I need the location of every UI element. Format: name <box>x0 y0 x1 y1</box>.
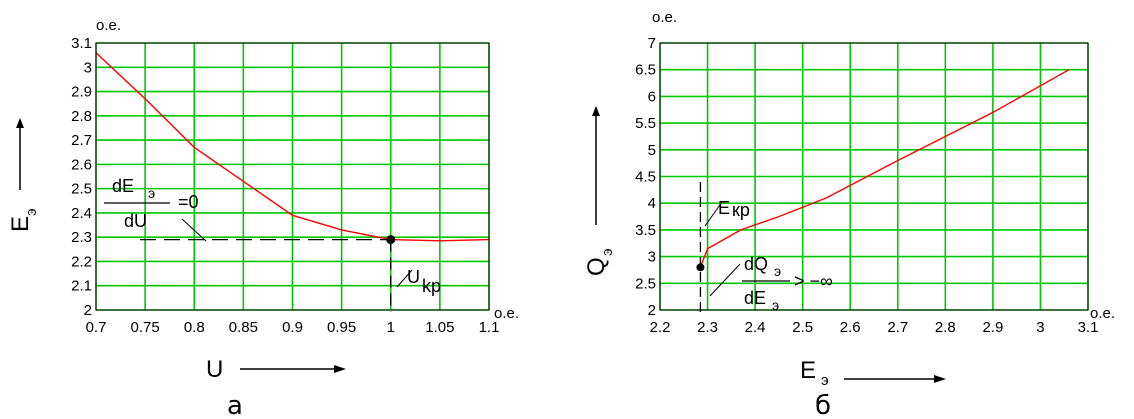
chart-a-x-label: U <box>206 356 223 383</box>
chart-b-critical-label: E <box>718 198 730 218</box>
chart-a-condition-leader <box>181 218 207 242</box>
chart-b-derivative-numerator-sub: э <box>774 263 781 279</box>
a-y-tick-label: 2.5 <box>71 181 92 198</box>
chart-a-critical-leader <box>396 269 413 288</box>
a-x-tick-label: 0.85 <box>229 319 258 336</box>
chart-b-derivative: dQ э dE э > −∞ <box>709 254 833 313</box>
chart-b-y-label: Q э <box>583 248 616 276</box>
b-x-tick-label: 2.5 <box>792 319 813 336</box>
b-y-tick-label: 5 <box>648 142 656 159</box>
chart-a-y-label-sub: э <box>23 208 40 216</box>
chart-b-y-label-main: Q <box>583 257 610 276</box>
chart-a-condition-rhs: =0 <box>178 192 199 212</box>
chart-b-x-unit: о.е. <box>1090 305 1115 322</box>
chart-b-derivative-leader <box>709 263 741 297</box>
chart-b-y-unit: о.е. <box>652 9 677 26</box>
chart-b-y-ticks: 2 2.5 3 3.5 4 4.5 5 5.5 6 6.5 7 <box>635 35 656 319</box>
a-y-tick-label: 2.7 <box>71 132 92 149</box>
b-x-tick-label: 3.1 <box>1078 319 1099 336</box>
chart-b-derivative-rhs: > −∞ <box>794 271 833 291</box>
b-y-tick-label: 5.5 <box>635 115 656 132</box>
chart-b-panel-label: б <box>815 391 831 419</box>
a-y-tick-label: 2.2 <box>71 253 92 270</box>
b-y-tick-label: 2.5 <box>635 275 656 292</box>
b-y-tick-label: 7 <box>648 35 656 52</box>
chart-a-critical-label: U <box>407 267 420 287</box>
chart-b-x-ticks: 2.2 2.3 2.4 2.5 2.6 2.7 2.8 2.9 3 3.1 <box>650 319 1099 336</box>
chart-b-y-label-sub: э <box>599 248 616 256</box>
b-y-tick-label: 3 <box>648 249 656 266</box>
chart-a-condition-numerator-sub: э <box>148 185 155 201</box>
a-x-tick-label: 0.75 <box>131 319 160 336</box>
chart-a-y-label-main: E <box>7 216 34 232</box>
chart-a-grid <box>95 42 490 311</box>
b-y-tick-label: 6 <box>648 88 656 105</box>
chart-a-x-ticks: 0.7 0.75 0.8 0.85 0.9 0.95 1 1.05 1.1 <box>86 319 500 336</box>
a-x-tick-label: 1.05 <box>425 319 454 336</box>
chart-a-critical-annotation: U kp <box>396 267 441 296</box>
chart-b-derivative-numerator: dQ <box>744 254 768 274</box>
chart-b-grid <box>659 42 1089 311</box>
a-y-tick-label: 2.9 <box>71 84 92 101</box>
chart-b-critical-label-sub: кр <box>732 200 750 220</box>
b-y-tick-label: 6.5 <box>635 62 656 79</box>
b-x-tick-label: 2.7 <box>887 319 908 336</box>
a-x-tick-label: 0.7 <box>86 319 107 336</box>
chart-a-critical-label-sub: kp <box>422 276 441 296</box>
chart-b-x-label-sub: э <box>821 372 829 389</box>
chart-b-y-arrow <box>592 106 600 225</box>
chart-a-curve <box>95 52 490 242</box>
a-x-tick-label: 0.9 <box>282 319 303 336</box>
a-x-tick-label: 0.8 <box>184 319 205 336</box>
b-x-tick-label: 3 <box>1036 319 1044 336</box>
b-x-tick-label: 2.3 <box>697 319 718 336</box>
chart-a-y-arrow <box>16 118 24 190</box>
a-y-tick-label: 2.6 <box>71 156 92 173</box>
chart-b-x-arrow <box>844 375 946 383</box>
chart-b-derivative-denominator: dE <box>744 288 766 308</box>
b-x-tick-label: 2.6 <box>840 319 861 336</box>
b-x-tick-label: 2.2 <box>650 319 671 336</box>
chart-a-panel-label: а <box>227 391 243 419</box>
chart-a-x-arrow <box>240 365 346 373</box>
chart-b-frame <box>659 42 1089 311</box>
a-y-tick-label: 2 <box>84 302 92 319</box>
chart-a-condition: dE э dU =0 <box>104 176 207 242</box>
b-x-tick-label: 2.4 <box>745 319 766 336</box>
chart-a-y-label: E э <box>7 208 40 232</box>
chart-b: 2.2 2.3 2.4 2.5 2.6 2.7 2.8 2.9 3 3.1 2 2.5 3 3.5 4 4.… <box>583 9 1115 419</box>
a-x-tick-label: 1 <box>387 319 395 336</box>
b-y-tick-label: 4 <box>648 195 656 212</box>
a-x-tick-label: 1.1 <box>479 319 500 336</box>
a-x-tick-label: 0.95 <box>327 319 356 336</box>
chart-b-critical-point <box>696 263 705 272</box>
b-y-tick-label: 3.5 <box>635 222 656 239</box>
chart-a-condition-numerator: dE <box>112 176 134 196</box>
chart-a-condition-denominator: dU <box>124 211 147 231</box>
chart-b-x-label: E <box>800 357 816 384</box>
chart-a-y-unit: о.е. <box>96 17 121 34</box>
chart-a: 0.7 0.75 0.8 0.85 0.9 0.95 1 1.05 1.1 2 2.1 2.2 2.3… <box>7 17 519 419</box>
b-x-tick-label: 2.8 <box>935 319 956 336</box>
b-y-tick-label: 4.5 <box>635 169 656 186</box>
chart-b-curve <box>699 69 1070 268</box>
chart-b-critical-annotation: E кр <box>704 198 750 227</box>
a-y-tick-label: 3 <box>84 59 92 76</box>
a-y-tick-label: 2.3 <box>71 229 92 246</box>
chart-a-y-ticks: 2 2.1 2.2 2.3 2.4 2.5 2.6 2.7 2.8 2.9 3 3.1 <box>71 35 92 319</box>
a-y-tick-label: 2.4 <box>71 205 92 222</box>
b-y-tick-label: 2 <box>648 302 656 319</box>
chart-a-x-unit: о.е. <box>494 305 519 322</box>
a-y-tick-label: 3.1 <box>71 35 92 52</box>
chart-b-derivative-denominator-sub: э <box>772 297 779 313</box>
b-x-tick-label: 2.9 <box>982 319 1003 336</box>
chart-a-frame <box>95 42 490 311</box>
a-y-tick-label: 2.8 <box>71 108 92 125</box>
chart-a-critical-point <box>386 235 396 245</box>
chart-b-critical-leader <box>704 201 723 227</box>
a-y-tick-label: 2.1 <box>71 278 92 295</box>
